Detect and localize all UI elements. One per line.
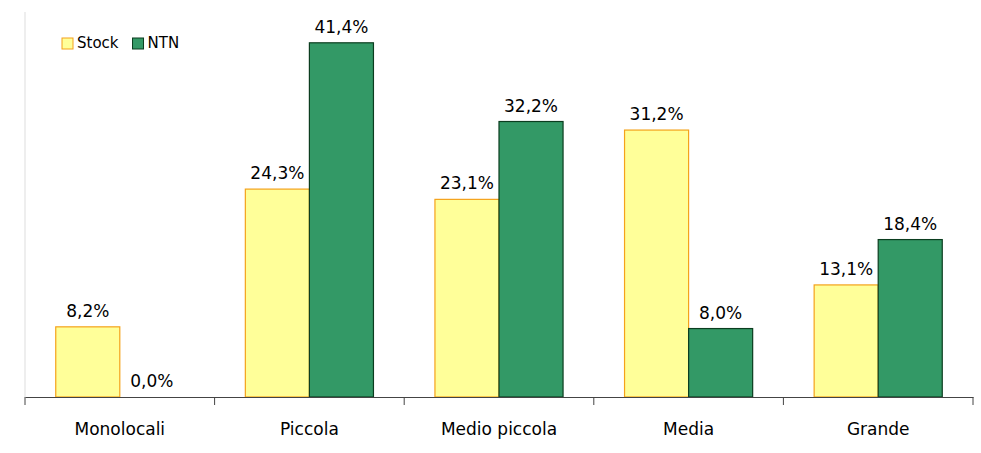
x-axis-line: [26, 397, 974, 398]
chart: 8,2% 24,3% 23,1% 31,2% 13,1% 0,0% 41,4% 32,2% 8,…: [0, 0, 981, 453]
category-divider: [25, 397, 26, 405]
data-label: 23,1%: [440, 173, 494, 193]
x-axis: Monolocali Piccola Medio piccola Media Grand…: [26, 397, 974, 439]
x-tick: Media: [663, 397, 714, 439]
category-divider: [973, 397, 974, 405]
x-tick: Medio piccola: [441, 397, 557, 439]
bar: [878, 240, 942, 397]
data-label: 24,3%: [250, 163, 304, 183]
legend: Stock NTN: [62, 34, 179, 52]
legend-swatch: [62, 38, 73, 49]
data-label: 32,2%: [504, 96, 558, 116]
data-label: 0,0%: [130, 371, 173, 391]
bar: [56, 327, 120, 397]
data-label: 41,4%: [314, 17, 368, 37]
bars: [56, 43, 943, 397]
bar: [814, 285, 878, 397]
legend-swatch: [133, 38, 144, 49]
data-label: 8,2%: [66, 301, 109, 321]
bar: [625, 130, 689, 397]
category-divider: [783, 397, 784, 405]
data-label: 18,4%: [883, 214, 937, 234]
x-tick: Grande: [847, 397, 910, 439]
x-tick-label: Grande: [847, 419, 910, 439]
x-tick-label: Piccola: [280, 419, 339, 439]
data-label: 8,0%: [699, 303, 742, 323]
legend-label: NTN: [148, 34, 180, 52]
legend-label: Stock: [77, 34, 119, 52]
y-axis-line: [25, 12, 26, 397]
category-divider: [404, 397, 405, 405]
bar: [689, 329, 753, 397]
bar: [245, 189, 309, 397]
category-divider: [214, 397, 215, 405]
data-label: 31,2%: [630, 104, 684, 124]
category-divider: [593, 397, 594, 405]
data-labels: 8,2% 24,3% 23,1% 31,2% 13,1% 0,0% 41,4% 32,2% 8,…: [66, 17, 937, 391]
x-tick-label: Medio piccola: [441, 419, 557, 439]
bar: [120, 396, 184, 397]
x-tick: Monolocali: [75, 397, 166, 439]
bar: [499, 122, 563, 397]
data-label: 13,1%: [819, 259, 873, 279]
bar: [309, 43, 373, 397]
bar: [435, 199, 499, 397]
legend-item: Stock: [62, 34, 119, 52]
x-tick: Piccola: [280, 397, 339, 439]
legend-item: NTN: [133, 34, 180, 52]
x-tick-label: Monolocali: [75, 419, 166, 439]
x-tick-label: Media: [663, 419, 714, 439]
